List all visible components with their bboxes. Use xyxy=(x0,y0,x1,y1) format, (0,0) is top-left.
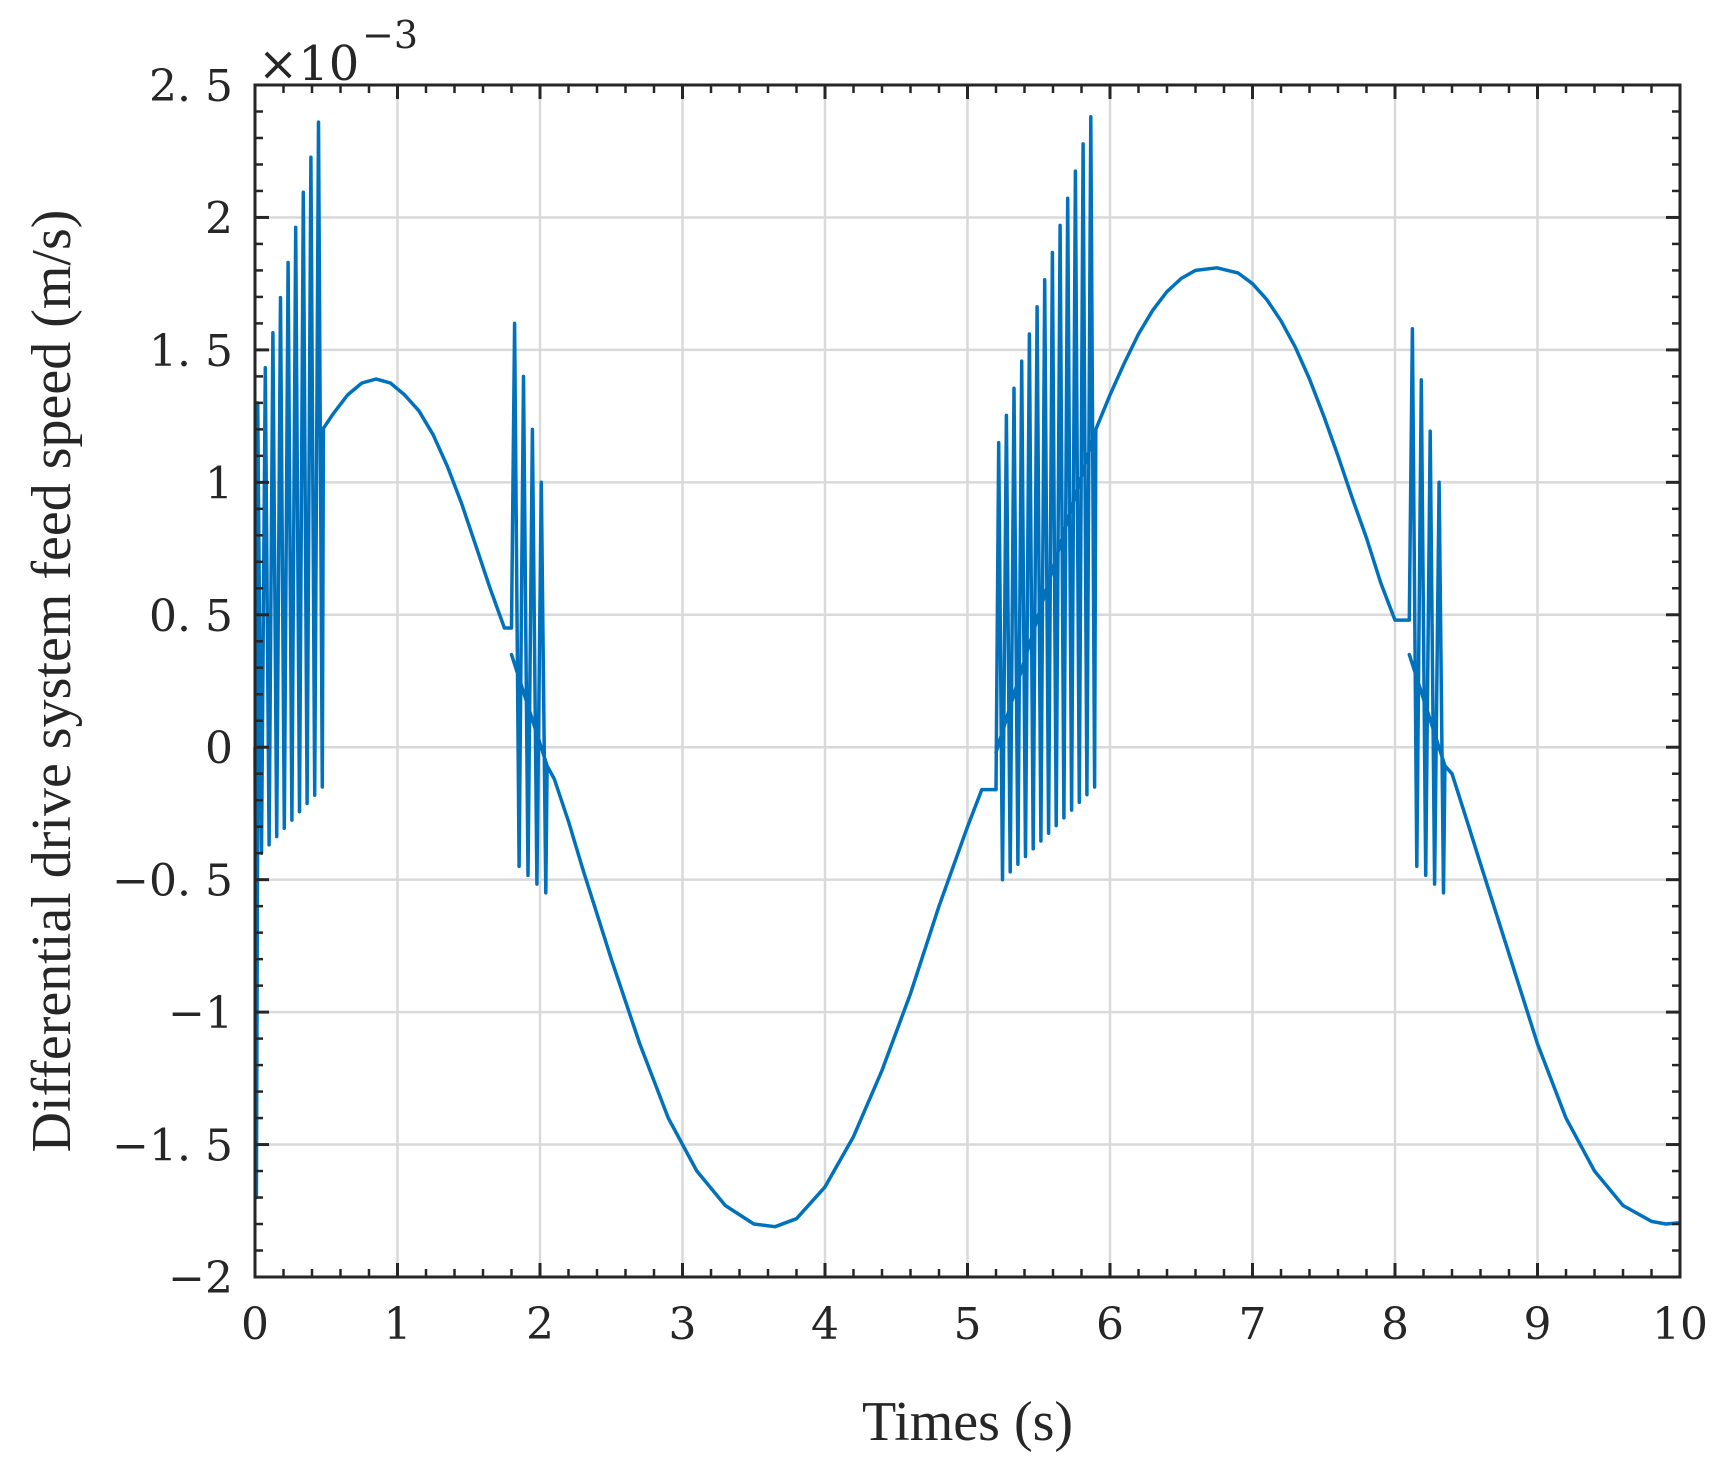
y-tick-label: −1. 5 xyxy=(112,1121,233,1172)
y-tick-label: 2 xyxy=(205,193,233,244)
y-tick-label: 2. 5 xyxy=(149,61,233,112)
x-tick-label: 2 xyxy=(526,1299,554,1350)
y-tick-labels: −2 −1. 5 −1 −0. 5 0 0. 5 1 1. 5 2 2. 5 xyxy=(112,61,233,1304)
x-tick-labels: 0 1 2 3 4 5 6 7 8 9 10 xyxy=(241,1299,1708,1350)
x-tick-label: 4 xyxy=(811,1299,839,1350)
x-tick-label: 3 xyxy=(669,1299,697,1350)
x-axis-title: Times (s) xyxy=(862,1391,1073,1453)
y-multiplier-base: ×10 xyxy=(258,36,359,92)
x-tick-label: 5 xyxy=(954,1299,982,1350)
x-tick-label: 7 xyxy=(1239,1299,1267,1350)
ticks xyxy=(253,83,1682,1279)
series-layer xyxy=(253,115,1681,1229)
y-tick-label: 0 xyxy=(205,723,233,774)
x-tick-label: 1 xyxy=(384,1299,412,1350)
y-tick-label: −1 xyxy=(168,988,233,1039)
y-multiplier-exponent: −3 xyxy=(362,13,418,57)
y-axis-title: Differential drive system feed speed (m/… xyxy=(21,210,83,1153)
y-tick-label: 1 xyxy=(205,458,233,509)
y-tick-label: −0. 5 xyxy=(112,856,233,907)
grid xyxy=(255,85,1680,1277)
y-tick-label: −2 xyxy=(168,1253,233,1304)
x-tick-label: 6 xyxy=(1096,1299,1124,1350)
y-tick-label: 0. 5 xyxy=(149,591,233,642)
series-line xyxy=(253,115,1681,1229)
x-tick-label: 10 xyxy=(1652,1299,1708,1350)
x-tick-label: 8 xyxy=(1381,1299,1409,1350)
x-tick-label: 0 xyxy=(241,1299,269,1350)
y-tick-label: 1. 5 xyxy=(149,326,233,377)
x-tick-label: 9 xyxy=(1524,1299,1552,1350)
